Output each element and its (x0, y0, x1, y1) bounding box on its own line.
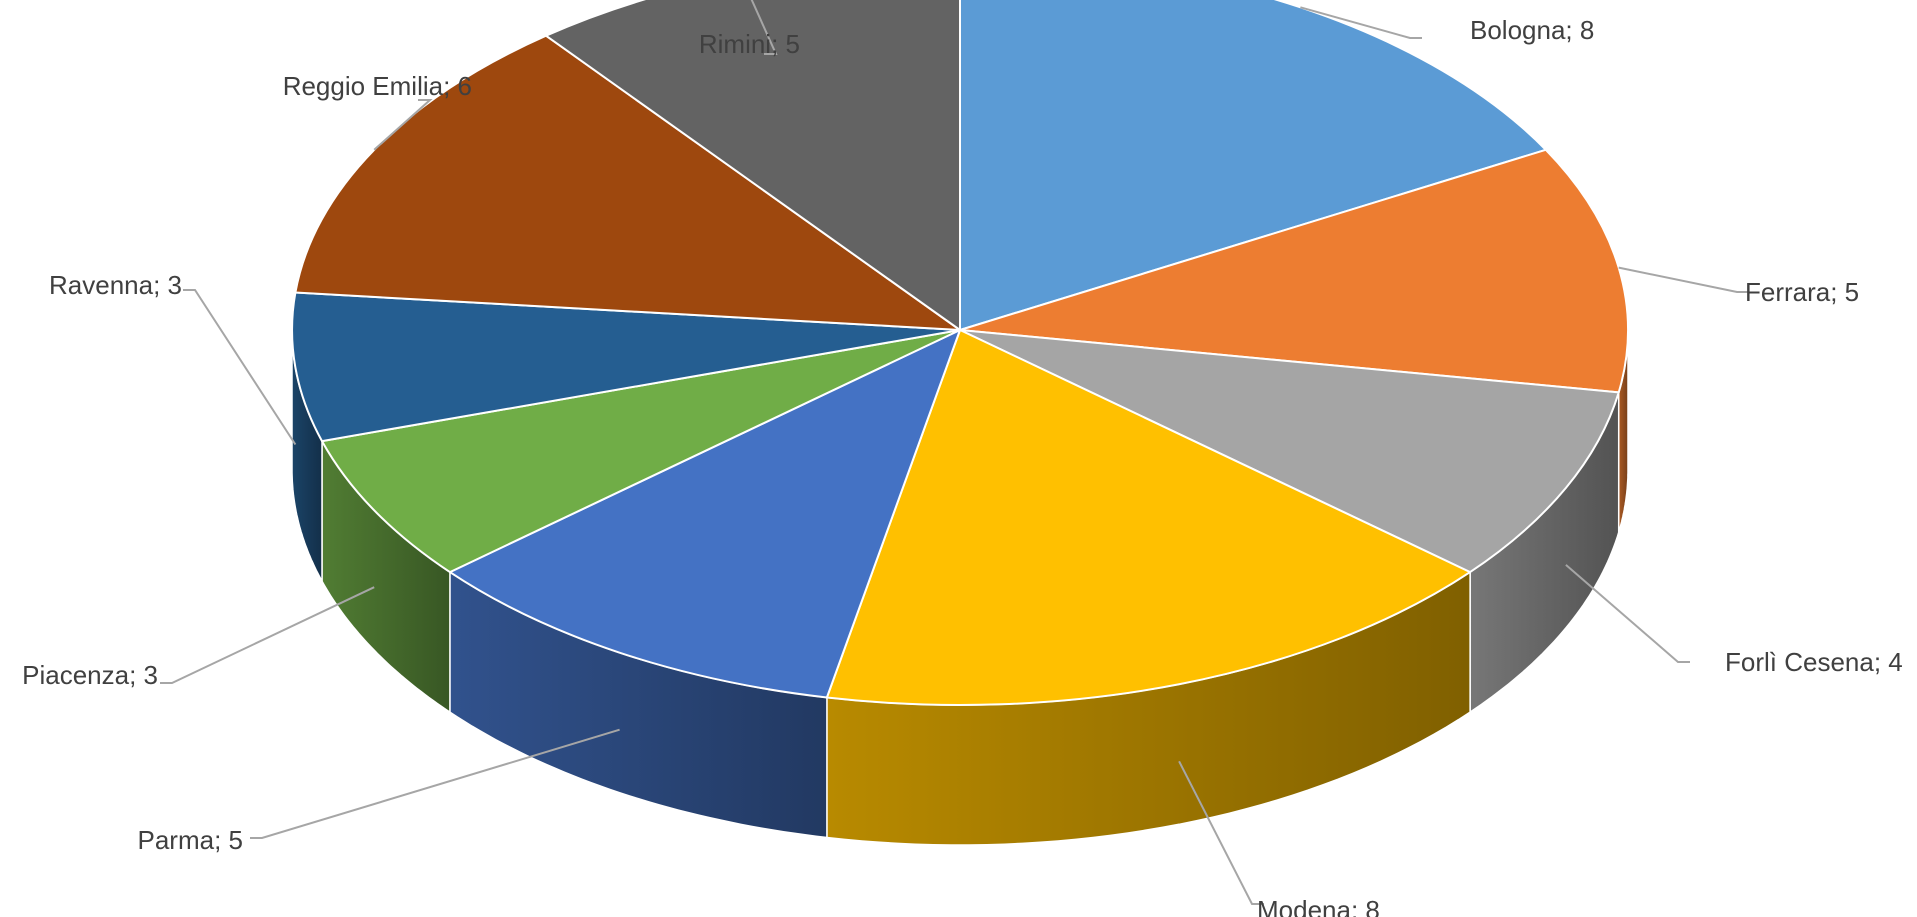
slice-ferrara (959, 148, 1629, 394)
pie-tops (291, 0, 1629, 706)
leader-lines (160, 0, 1749, 905)
data-label-reggio-emilia: Reggio Emilia; 6 (283, 71, 472, 101)
leader-line-reggio-emilia (373, 99, 433, 151)
data-label-modena: Modena; 8 (1257, 895, 1380, 917)
slice-ravenna (291, 291, 961, 443)
leader-line-bologna (1300, 6, 1422, 39)
data-label-bologna: Bologna; 8 (1470, 15, 1594, 45)
pie-sides (291, 329, 1629, 846)
leader-line-rimini (750, 0, 778, 55)
leader-line-ravenna (183, 289, 297, 446)
slice-piacenza (321, 329, 961, 574)
slice-parma (448, 329, 961, 699)
data-label-forli-cesena: Forlì Cesena; 4 (1725, 647, 1903, 677)
data-label-ferrara: Ferrara; 5 (1745, 277, 1859, 307)
slice-modena (825, 329, 1472, 706)
leader-line-piacenza (160, 586, 375, 684)
leader-line-parma (250, 728, 620, 839)
data-label-ravenna: Ravenna; 3 (49, 270, 182, 300)
leader-line-modena (1178, 760, 1264, 905)
data-label-piacenza: Piacenza; 3 (22, 660, 158, 690)
slice-forli-cesena (959, 329, 1620, 574)
slice-rimini (545, 0, 961, 331)
data-labels: Bologna; 8 Ferrara; 5 Forlì Cesena; 4 Moden… (22, 15, 1903, 917)
leader-line-forli-cesena (1565, 564, 1690, 663)
data-label-rimini: Rimini; 5 (699, 29, 800, 59)
leader-line-ferrara (1618, 266, 1749, 293)
data-label-parma: Parma; 5 (138, 825, 244, 855)
